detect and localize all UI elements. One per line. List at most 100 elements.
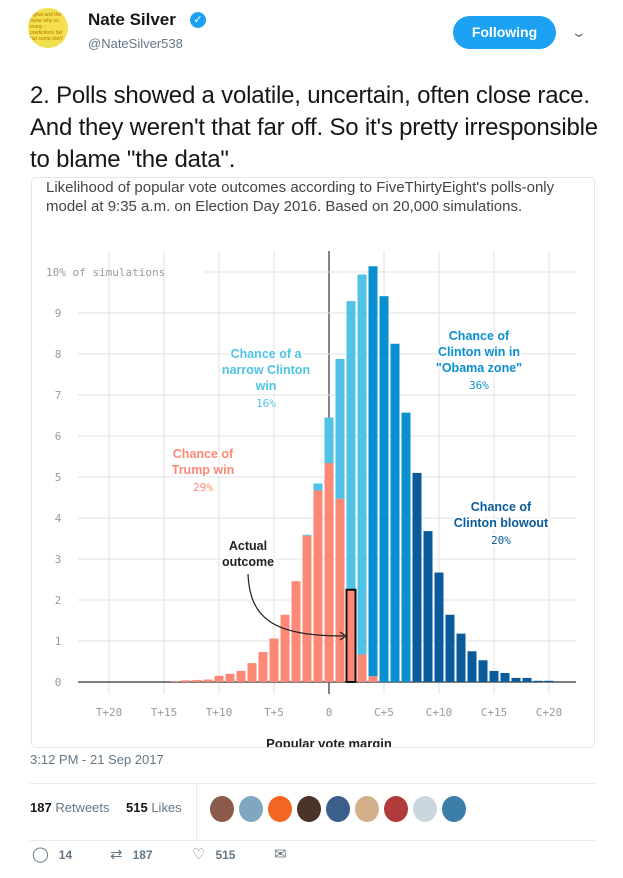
annotation-blowout: Clinton blowout <box>454 516 549 530</box>
bar-narrow <box>346 301 356 590</box>
x-tick-label: T+15 <box>151 706 178 719</box>
bar-narrow <box>335 358 345 499</box>
bar-trump <box>214 675 224 682</box>
bar-narrow <box>357 274 367 655</box>
y-tick-label: 4 <box>55 512 62 525</box>
liker-avatar[interactable] <box>297 796 321 822</box>
bar-trump <box>324 463 334 682</box>
reply-button[interactable]: ◯ 14 <box>32 845 72 863</box>
bar-blowout <box>423 531 433 682</box>
x-tick-label: T+10 <box>206 706 233 719</box>
bar-trump <box>357 654 367 682</box>
chevron-down-icon[interactable]: ⌄ <box>570 24 588 40</box>
annotation-narrow-pct: 16% <box>256 397 276 410</box>
y-axis-label: 10% of simulations <box>46 266 165 279</box>
bar-trump <box>247 663 257 682</box>
bar-trump <box>181 680 191 682</box>
x-axis-label: Popular vote margin <box>266 736 392 748</box>
bar-obama <box>379 296 389 682</box>
likes-label: Likes <box>151 800 182 815</box>
bar-trump <box>346 589 356 682</box>
bar-blowout <box>533 680 543 682</box>
annotation-blowout-pct: 20% <box>491 534 511 547</box>
retweets-count[interactable]: 187 Retweets <box>30 800 110 815</box>
x-tick-label: T+5 <box>264 706 284 719</box>
bar-trump <box>258 652 268 682</box>
author-name[interactable]: Nate Silver <box>88 10 176 29</box>
liker-avatar[interactable] <box>442 796 466 822</box>
arrowhead-icon <box>339 631 348 641</box>
bar-obama <box>390 343 400 682</box>
liker-avatar[interactable] <box>268 796 292 822</box>
likes-number: 515 <box>126 800 148 815</box>
y-tick-label: 7 <box>55 389 62 402</box>
bar-blowout <box>500 672 510 682</box>
annotation-actual: outcome <box>222 555 274 569</box>
reply-count: 14 <box>58 848 73 862</box>
x-tick-label: T+20 <box>96 706 123 719</box>
liker-avatar[interactable] <box>384 796 408 822</box>
annotation-actual: Actual <box>229 539 267 553</box>
chart: T+20 T+15 T+10 T+5 0 C+5 C+10 C+15 C+20 0 1 2 3 4 5 6 7 8… <box>46 251 576 748</box>
y-tick-label: 6 <box>55 430 62 443</box>
liker-avatar[interactable] <box>326 796 350 822</box>
retweet-count: 187 <box>132 848 153 862</box>
bar-trump <box>203 679 213 682</box>
y-tick-label: 2 <box>55 594 62 607</box>
bar-trump <box>335 498 345 682</box>
retweet-icon: ⇄ <box>110 846 123 863</box>
bar-obama <box>401 412 411 682</box>
y-tick-label: 8 <box>55 348 62 361</box>
annotation-arrow <box>247 573 345 637</box>
annotation-blowout: Chance of <box>471 500 532 514</box>
bar-obama <box>368 266 378 677</box>
likes-count[interactable]: 515 Likes <box>126 800 182 815</box>
annotation-obama: "Obama zone" <box>436 361 522 375</box>
bar-narrow <box>324 417 334 464</box>
chart-title: Likelihood of popular vote outcomes acco… <box>46 179 555 215</box>
annotation-obama: Chance of <box>449 329 510 343</box>
y-tick-label: 9 <box>55 307 62 320</box>
annotation-obama: Clinton win in <box>438 345 520 359</box>
envelope-icon: ✉ <box>274 846 287 863</box>
heart-icon: ♡ <box>192 846 206 863</box>
retweet-button[interactable]: ⇄ 187 <box>110 845 153 863</box>
y-tick-label: 1 <box>55 635 62 648</box>
verified-badge-icon: ✓ <box>190 12 206 28</box>
direct-message-button[interactable]: ✉ <box>274 845 297 863</box>
annotation-narrow: narrow Clinton <box>222 363 310 377</box>
following-button[interactable]: Following <box>453 16 556 49</box>
bar-narrow <box>302 534 312 536</box>
like-count: 515 <box>215 848 236 862</box>
retweets-label: Retweets <box>55 800 110 815</box>
retweets-number: 187 <box>30 800 52 815</box>
liker-avatar[interactable] <box>239 796 263 822</box>
bar-trump <box>269 638 279 682</box>
bar-trump <box>225 673 235 682</box>
bar-trump <box>170 681 180 682</box>
annotation-narrow: Chance of a <box>231 347 303 361</box>
engagement-stats: 187 Retweets 515 Likes <box>30 783 595 841</box>
author-handle[interactable]: @NateSilver538 <box>88 36 183 51</box>
bar-trump <box>302 535 312 682</box>
chart-image-card[interactable]: Likelihood of popular vote outcomes acco… <box>31 177 595 748</box>
bar-trump <box>236 670 246 682</box>
divider <box>196 784 197 840</box>
avatar-logo-text: signal and the noise why so many predict… <box>30 12 63 42</box>
like-button[interactable]: ♡ 515 <box>192 845 235 863</box>
bar-blowout <box>456 633 466 682</box>
y-tick-label: 5 <box>55 471 62 484</box>
liker-avatar[interactable] <box>210 796 234 822</box>
bar-blowout <box>544 680 554 682</box>
bar-trump <box>368 676 378 682</box>
bar-trump <box>280 614 290 682</box>
avatar[interactable]: signal and the noise why so many predict… <box>28 8 68 48</box>
bar-blowout <box>467 651 477 682</box>
y-tick-label: 3 <box>55 553 62 566</box>
reply-icon: ◯ <box>32 846 49 863</box>
liker-avatar[interactable] <box>413 796 437 822</box>
liker-avatar[interactable] <box>355 796 379 822</box>
timestamp[interactable]: 3:12 PM - 21 Sep 2017 <box>30 752 164 767</box>
annotation-obama-pct: 36% <box>469 379 489 392</box>
annotation-trump: Chance of <box>173 447 234 461</box>
